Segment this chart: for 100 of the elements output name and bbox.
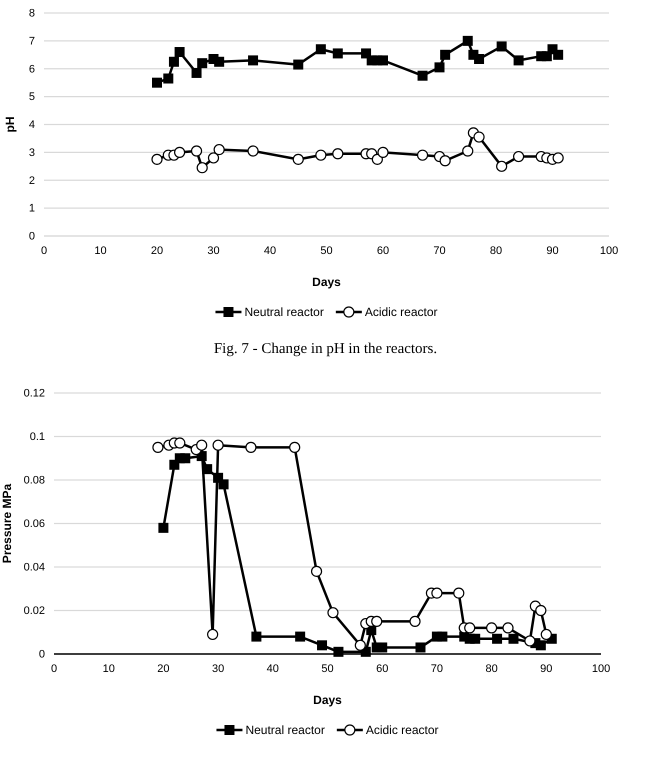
- point: [508, 634, 518, 644]
- point: [208, 152, 220, 164]
- y-tick-label: 0.02: [24, 605, 45, 618]
- point: [415, 642, 426, 652]
- point: [152, 78, 162, 88]
- point: [440, 155, 451, 166]
- point: [180, 453, 190, 464]
- point: [431, 588, 442, 599]
- point: [474, 54, 484, 64]
- x-tick-label: 60: [376, 244, 390, 257]
- x-tick-label: 30: [207, 244, 220, 257]
- y-tick-label: 0.06: [24, 518, 45, 530]
- y-tick-label: 2: [28, 174, 35, 187]
- point: [377, 642, 388, 652]
- point: [418, 70, 428, 81]
- point: [293, 60, 304, 70]
- point: [327, 607, 339, 618]
- point: [434, 62, 444, 72]
- point: [168, 56, 179, 67]
- point: [295, 632, 306, 642]
- point: [553, 50, 564, 60]
- x-tick-label: 20: [150, 244, 164, 257]
- point: [251, 632, 262, 642]
- point: [470, 634, 480, 644]
- y-tick-label: 8: [28, 8, 35, 20]
- point: [214, 56, 224, 67]
- y-tick-label: 0.08: [24, 474, 45, 487]
- y-tick-label: 5: [28, 91, 35, 104]
- x-tick-label: 30: [212, 662, 224, 675]
- point: [197, 58, 208, 68]
- x-tick-label: 80: [490, 244, 502, 257]
- point: [247, 145, 259, 157]
- y-axis-title: Pressure MPa: [0, 483, 14, 564]
- point: [196, 440, 208, 451]
- point: [377, 146, 389, 158]
- y-tick-label: 0.04: [24, 562, 45, 574]
- point: [536, 640, 546, 650]
- point: [514, 55, 524, 66]
- x-tick-label: 90: [546, 244, 559, 257]
- y-tick-label: 0: [28, 230, 35, 243]
- y-tick-label: 0.1: [30, 431, 45, 444]
- point: [462, 36, 473, 46]
- point: [315, 150, 326, 161]
- point: [317, 640, 328, 650]
- x-tick-label: 100: [592, 662, 610, 675]
- x-tick-label: 60: [376, 662, 388, 675]
- y-tick-label: 6: [28, 63, 35, 76]
- point: [440, 50, 450, 60]
- point: [289, 442, 300, 453]
- point: [540, 628, 552, 640]
- point: [473, 131, 485, 143]
- point: [354, 640, 366, 651]
- x-axis-title: Days: [312, 275, 342, 289]
- x-tick-label: 70: [433, 244, 446, 257]
- point: [462, 145, 474, 157]
- point: [333, 646, 344, 657]
- x-tick-label: 40: [264, 244, 276, 257]
- x-tick-label: 80: [485, 662, 498, 675]
- point: [535, 604, 546, 616]
- x-tick-label: 50: [321, 662, 334, 675]
- y-tick-label: 1: [28, 202, 35, 215]
- point: [174, 146, 186, 158]
- caption: Fig. 7 - Change in pH in the reactors.: [214, 341, 438, 357]
- point: [248, 55, 258, 66]
- point: [513, 150, 524, 162]
- legend-label: Acidic reactor: [364, 305, 438, 319]
- point: [192, 68, 202, 78]
- y-tick-label: 4: [28, 119, 35, 132]
- point: [502, 622, 514, 634]
- point: [453, 588, 464, 599]
- point: [174, 437, 186, 449]
- point: [492, 634, 502, 644]
- y-tick-label: 0.12: [24, 388, 45, 400]
- point: [196, 162, 208, 174]
- point: [371, 616, 382, 627]
- x-tick-label: 40: [266, 662, 279, 675]
- x-tick-label: 10: [102, 662, 115, 675]
- point: [437, 632, 448, 642]
- x-tick-label: 70: [430, 662, 444, 675]
- point: [496, 160, 508, 172]
- point: [158, 522, 168, 533]
- y-tick-label: 0: [38, 648, 45, 661]
- point: [416, 150, 428, 161]
- y-axis-title: pH: [3, 116, 17, 132]
- x-tick-label: 50: [320, 244, 333, 257]
- legend-label: Neutral reactor: [245, 723, 325, 737]
- point: [292, 154, 304, 165]
- point: [552, 152, 564, 164]
- point: [207, 628, 218, 640]
- point: [409, 616, 421, 627]
- point: [174, 47, 185, 58]
- point: [310, 566, 322, 577]
- point: [152, 442, 164, 453]
- legend-label: Acidic reactor: [366, 723, 439, 737]
- legend-label: Neutral reactor: [244, 305, 324, 319]
- point: [332, 48, 343, 58]
- x-tick-label: 20: [157, 662, 170, 675]
- x-tick-label: 10: [94, 244, 107, 257]
- point: [218, 479, 229, 490]
- point: [151, 154, 163, 165]
